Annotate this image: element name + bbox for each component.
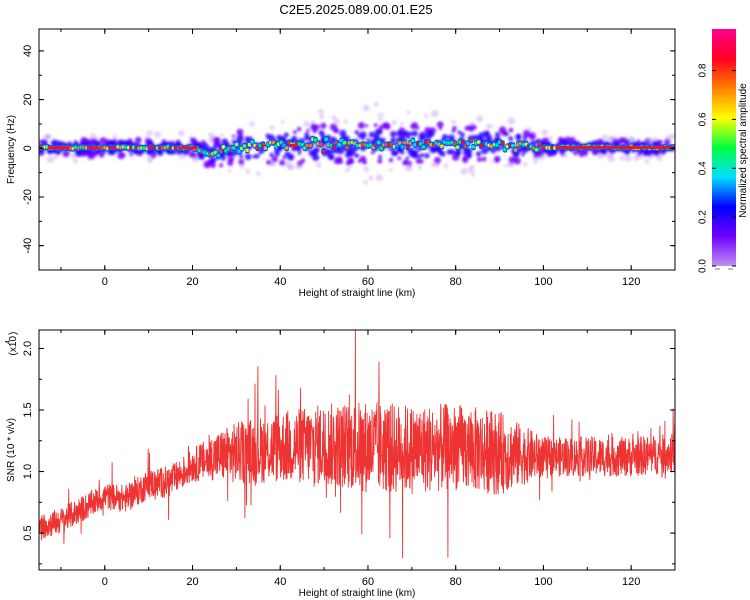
snr-frame — [38, 329, 676, 571]
ridge-peak-3 — [289, 143, 298, 147]
colorbar-tick-label: 0.2 — [698, 210, 709, 224]
height-tick-label: 20 — [186, 276, 198, 288]
freq-tick-label: 0 — [22, 145, 34, 151]
colorbar-label: Normalized spectral amplitude — [738, 83, 749, 218]
height-tick-label: 40 — [274, 576, 286, 588]
height-tick-label: 120 — [622, 276, 640, 288]
snr-tick-label: 2.0 — [22, 341, 34, 356]
freq-tick-label: 40 — [22, 45, 34, 57]
freq-tick-label: -40 — [22, 238, 34, 254]
snr-tick-label: 0.5 — [22, 525, 34, 540]
height-tick-label: 80 — [450, 276, 462, 288]
ridge-peak-4 — [556, 145, 675, 149]
snr-panel: 0.5 1.0 1.5 2.0 0 20 40 60 80 100 120 Height of str… — [5, 329, 676, 599]
freq-tick-label: 20 — [22, 93, 34, 105]
ridge-peak-2 — [179, 146, 197, 150]
height-tick-label: 120 — [622, 576, 640, 588]
snr-multiplier-close: ) — [8, 332, 19, 335]
colorbar-tick-label: 0.4 — [698, 161, 709, 175]
colorbar-tick-label: 0.8 — [698, 63, 709, 77]
spectrogram-energy — [39, 101, 675, 185]
colorbar-tick-label: 0.0 — [698, 259, 709, 273]
height-tick-label: 80 — [450, 576, 462, 588]
height-tick-label: 60 — [362, 576, 374, 588]
colorbar: 0.0 0.2 0.4 0.6 0.8 Normalized spectral ampli… — [698, 29, 749, 273]
snr-multiplier-label: (x10 — [8, 336, 19, 356]
freq-tick-label: -20 — [22, 189, 34, 205]
height-tick-label: 0 — [102, 276, 108, 288]
figure-title: C2E5.2025.089.00.01.E25 — [279, 2, 433, 17]
height-tick-label: 100 — [534, 576, 552, 588]
spectrogram-ridge — [39, 136, 675, 159]
freq-axis-label: Frequency (Hz) — [6, 115, 17, 184]
snr-tick-label: 1.0 — [22, 464, 34, 479]
height-tick-label: 20 — [186, 576, 198, 588]
snr-axis-label: SNR (10 * v/v) — [6, 418, 17, 482]
snr-series-line — [39, 330, 675, 559]
height-tick-label: 60 — [362, 276, 374, 288]
height-tick-label: 40 — [274, 276, 286, 288]
x-axis-label: Height of straight line (km) — [299, 288, 416, 299]
height-tick-label: 100 — [534, 276, 552, 288]
snr-tick-label: 1.5 — [22, 402, 34, 417]
height-tick-label: 0 — [102, 576, 108, 588]
ridge-peak-1 — [91, 146, 101, 150]
colorbar-gradient — [712, 29, 736, 266]
x-axis-label: Height of straight line (km) — [299, 588, 416, 599]
snr-multiplier-exponent: 4 — [5, 340, 12, 344]
colorbar-tick-label: 0.6 — [698, 112, 709, 126]
ridge-peak-0 — [47, 146, 70, 150]
spectrogram-panel: -40 -20 0 20 40 0 20 40 60 80 100 120 Height of stra… — [6, 28, 676, 299]
spectrogram-frame — [38, 28, 676, 271]
